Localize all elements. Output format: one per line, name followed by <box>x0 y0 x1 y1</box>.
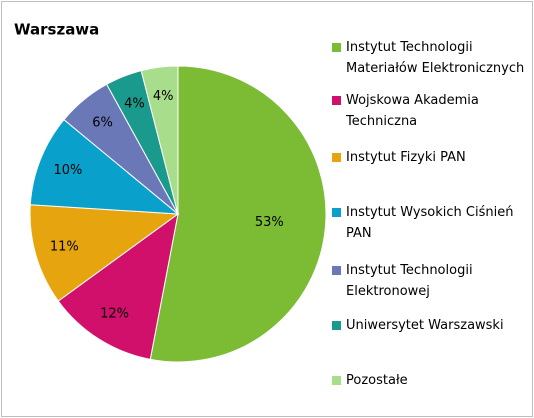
pie-slice <box>57 212 179 360</box>
chart-title: Warszawa <box>14 21 99 39</box>
data-label: 4% <box>124 96 145 111</box>
pie-slice <box>29 204 180 302</box>
pie-slice <box>149 65 327 363</box>
legend-label: Wojskowa Akademia Techniczna <box>346 93 479 129</box>
legend-label: Instytut Wysokich Ciśnień PAN <box>346 205 514 241</box>
legend-swatch <box>332 153 341 162</box>
legend-swatch <box>332 321 341 330</box>
legend-swatch <box>332 208 341 217</box>
data-label: 11% <box>50 240 79 255</box>
data-label: 53% <box>255 215 284 230</box>
data-label: 12% <box>100 306 129 321</box>
legend-label: Uniwersytet Warszawski <box>346 318 504 333</box>
data-label: 6% <box>92 115 113 130</box>
legend-label: Instytut Technologii Materiałów Elektron… <box>346 40 525 76</box>
legend-label: Instytut Technologii Elektronowej <box>346 263 473 299</box>
pie-slice <box>140 65 179 215</box>
data-label: 4% <box>153 89 174 104</box>
legend-swatch <box>332 43 341 52</box>
legend-label: Pozostałe <box>346 373 408 388</box>
legend-swatch <box>332 376 341 385</box>
data-label: 10% <box>53 163 82 178</box>
legend-swatch <box>332 96 341 105</box>
pie-slice <box>29 118 180 215</box>
legend-label: Instytut Fizyki PAN <box>346 150 466 165</box>
legend-swatch <box>332 266 341 275</box>
